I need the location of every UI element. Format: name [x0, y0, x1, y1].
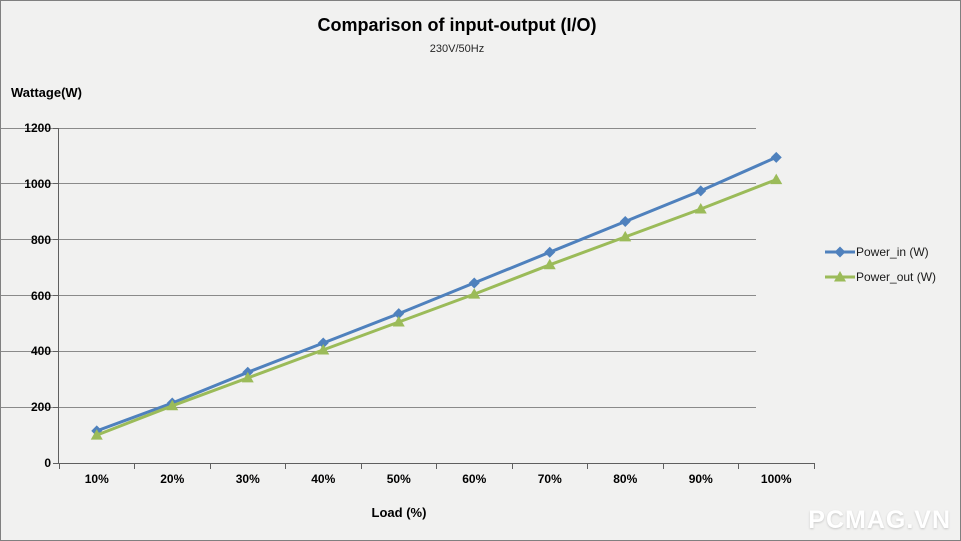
data-point-Power_out (W)-90% [694, 202, 707, 214]
gridline-200 [1, 406, 756, 408]
gridline-1200 [1, 127, 756, 129]
data-point-Power_out (W)-60% [468, 288, 481, 299]
x-tick-0 [58, 463, 60, 469]
y-tick-label-1200: 1200 [24, 121, 51, 135]
y-tick-label-400: 400 [30, 344, 51, 359]
watermark: PCMAG.VN [808, 506, 951, 534]
data-point-Power_out (W)-30% [241, 371, 254, 383]
x-tick-5 [436, 463, 437, 469]
y-tick-label-600: 600 [30, 288, 51, 303]
series-plot [90, 151, 783, 440]
y-tick-label-1000: 1000 [24, 176, 51, 191]
legend: Power_in (W) Power_out (W) [825, 244, 936, 285]
legend-label: Power_out (W) [856, 270, 937, 284]
x-tick-label-10%: 10% [84, 472, 109, 486]
x-axis-line [59, 463, 815, 464]
y-tick-400 [53, 350, 59, 352]
x-tick-label-50%: 50% [386, 472, 411, 486]
y-axis-line [58, 128, 59, 464]
x-tick-label-30%: 30% [235, 472, 260, 486]
y-tick-200 [53, 406, 59, 408]
x-tick-3 [285, 463, 286, 469]
x-tick-4 [360, 463, 362, 469]
gridline-400 [1, 350, 756, 352]
x-tick-label-80%: 80% [613, 472, 638, 486]
y-tick-label-200: 200 [30, 400, 51, 415]
x-tick-label-70%: 70% [537, 472, 562, 486]
legend-entry-Power_in (W): Power_in (W) [825, 244, 936, 260]
y-axis-title: Wattage(W) [11, 85, 83, 100]
y-tick-0 [53, 462, 59, 464]
data-point-Power_out (W)-70% [543, 258, 556, 270]
data-point-Power_in (W)-70% [544, 246, 556, 258]
data-point-Power_out (W)-100% [770, 173, 783, 185]
y-tick-800 [53, 239, 59, 241]
y-tick-600 [53, 295, 59, 296]
x-tick-9 [738, 463, 739, 469]
legend-label: Power_in (W) [856, 245, 929, 259]
data-point-Power_in (W)-90% [695, 185, 707, 197]
y-tick-label-800: 800 [30, 232, 51, 247]
series-line-Power_in (W) [96, 155, 777, 433]
x-tick-label-100%: 100% [760, 472, 792, 486]
x-tick-label-90%: 90% [688, 472, 713, 486]
data-point-Power_out (W)-50% [392, 316, 405, 327]
legend-marker-icon-diamond [825, 246, 855, 258]
x-tick-8 [662, 463, 664, 469]
data-point-Power_out (W)-10% [90, 429, 103, 440]
data-point-Power_out (W)-20% [166, 399, 179, 411]
x-tick-1 [134, 463, 135, 469]
y-tick-1000 [53, 183, 59, 185]
series-line-Power_out (W) [96, 178, 777, 437]
x-tick-7 [587, 463, 588, 469]
data-point-Power_out (W)-80% [619, 230, 632, 242]
data-point-Power_in (W)-40% [317, 337, 329, 349]
x-tick-2 [209, 463, 211, 469]
x-axis-title: Load (%) [371, 505, 427, 520]
data-point-Power_in (W)-100% [770, 151, 782, 163]
x-tick-6 [511, 463, 513, 469]
gridline-800 [1, 239, 756, 241]
chart-title: Comparison of input-output (I/O) [317, 15, 597, 35]
legend-marker-icon-triangle [825, 271, 855, 282]
gridline-600 [1, 295, 756, 296]
gridline-1000 [1, 183, 756, 185]
data-point-Power_out (W)-40% [317, 343, 330, 355]
x-tick-label-60%: 60% [462, 472, 487, 486]
x-tick-label-20%: 20% [160, 472, 185, 486]
legend-entry-Power_out (W): Power_out (W) [825, 269, 936, 285]
x-tick-label-40%: 40% [311, 472, 336, 486]
plot-area [59, 128, 814, 463]
x-tick-10 [813, 463, 815, 469]
data-point-Power_in (W)-50% [393, 308, 405, 320]
chart-subtitle: 230V/50Hz [429, 43, 485, 55]
y-tick-label-0: 0 [44, 456, 51, 470]
data-point-Power_in (W)-60% [468, 277, 480, 289]
y-tick-1200 [53, 127, 59, 129]
data-point-Power_in (W)-80% [619, 216, 631, 228]
